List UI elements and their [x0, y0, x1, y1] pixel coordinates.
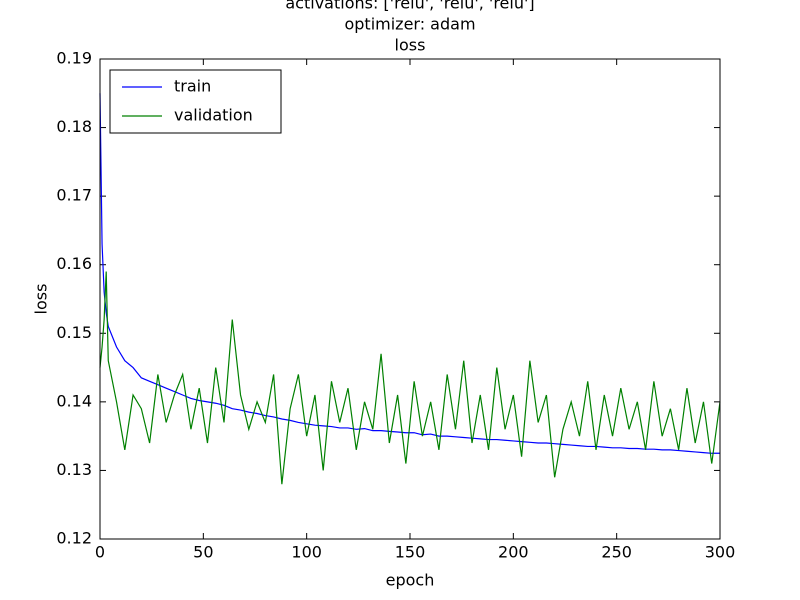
y-tick-label: 0.18	[56, 117, 92, 136]
y-tick-label: 0.16	[56, 254, 92, 273]
x-tick-label: 200	[498, 543, 529, 562]
chart-title: activations: ['relu', 'relu', 'relu']	[285, 0, 534, 13]
x-tick-label: 0	[95, 543, 105, 562]
x-axis-label: epoch	[386, 571, 435, 590]
y-tick-label: 0.12	[56, 529, 92, 548]
x-tick-label: 50	[193, 543, 213, 562]
plot-frame	[99, 58, 721, 540]
legend-label: validation	[174, 106, 253, 125]
y-tick-label: 0.17	[56, 186, 92, 205]
chart-title: optimizer: adam	[344, 15, 475, 34]
legend-label: train	[174, 77, 211, 96]
y-tick-label: 0.14	[56, 391, 92, 410]
x-tick-label: 300	[705, 543, 736, 562]
y-tick-label: 0.13	[56, 460, 92, 479]
x-tick-label: 250	[601, 543, 632, 562]
y-tick-label: 0.15	[56, 323, 92, 342]
chart-title: loss	[395, 36, 426, 55]
legend-box	[109, 69, 282, 134]
line-series	[99, 271, 721, 485]
x-tick-label: 150	[395, 543, 426, 562]
y-axis-label: loss	[32, 284, 51, 315]
x-tick-label: 100	[291, 543, 322, 562]
y-tick-label: 0.19	[56, 49, 92, 68]
line-series	[99, 93, 720, 454]
